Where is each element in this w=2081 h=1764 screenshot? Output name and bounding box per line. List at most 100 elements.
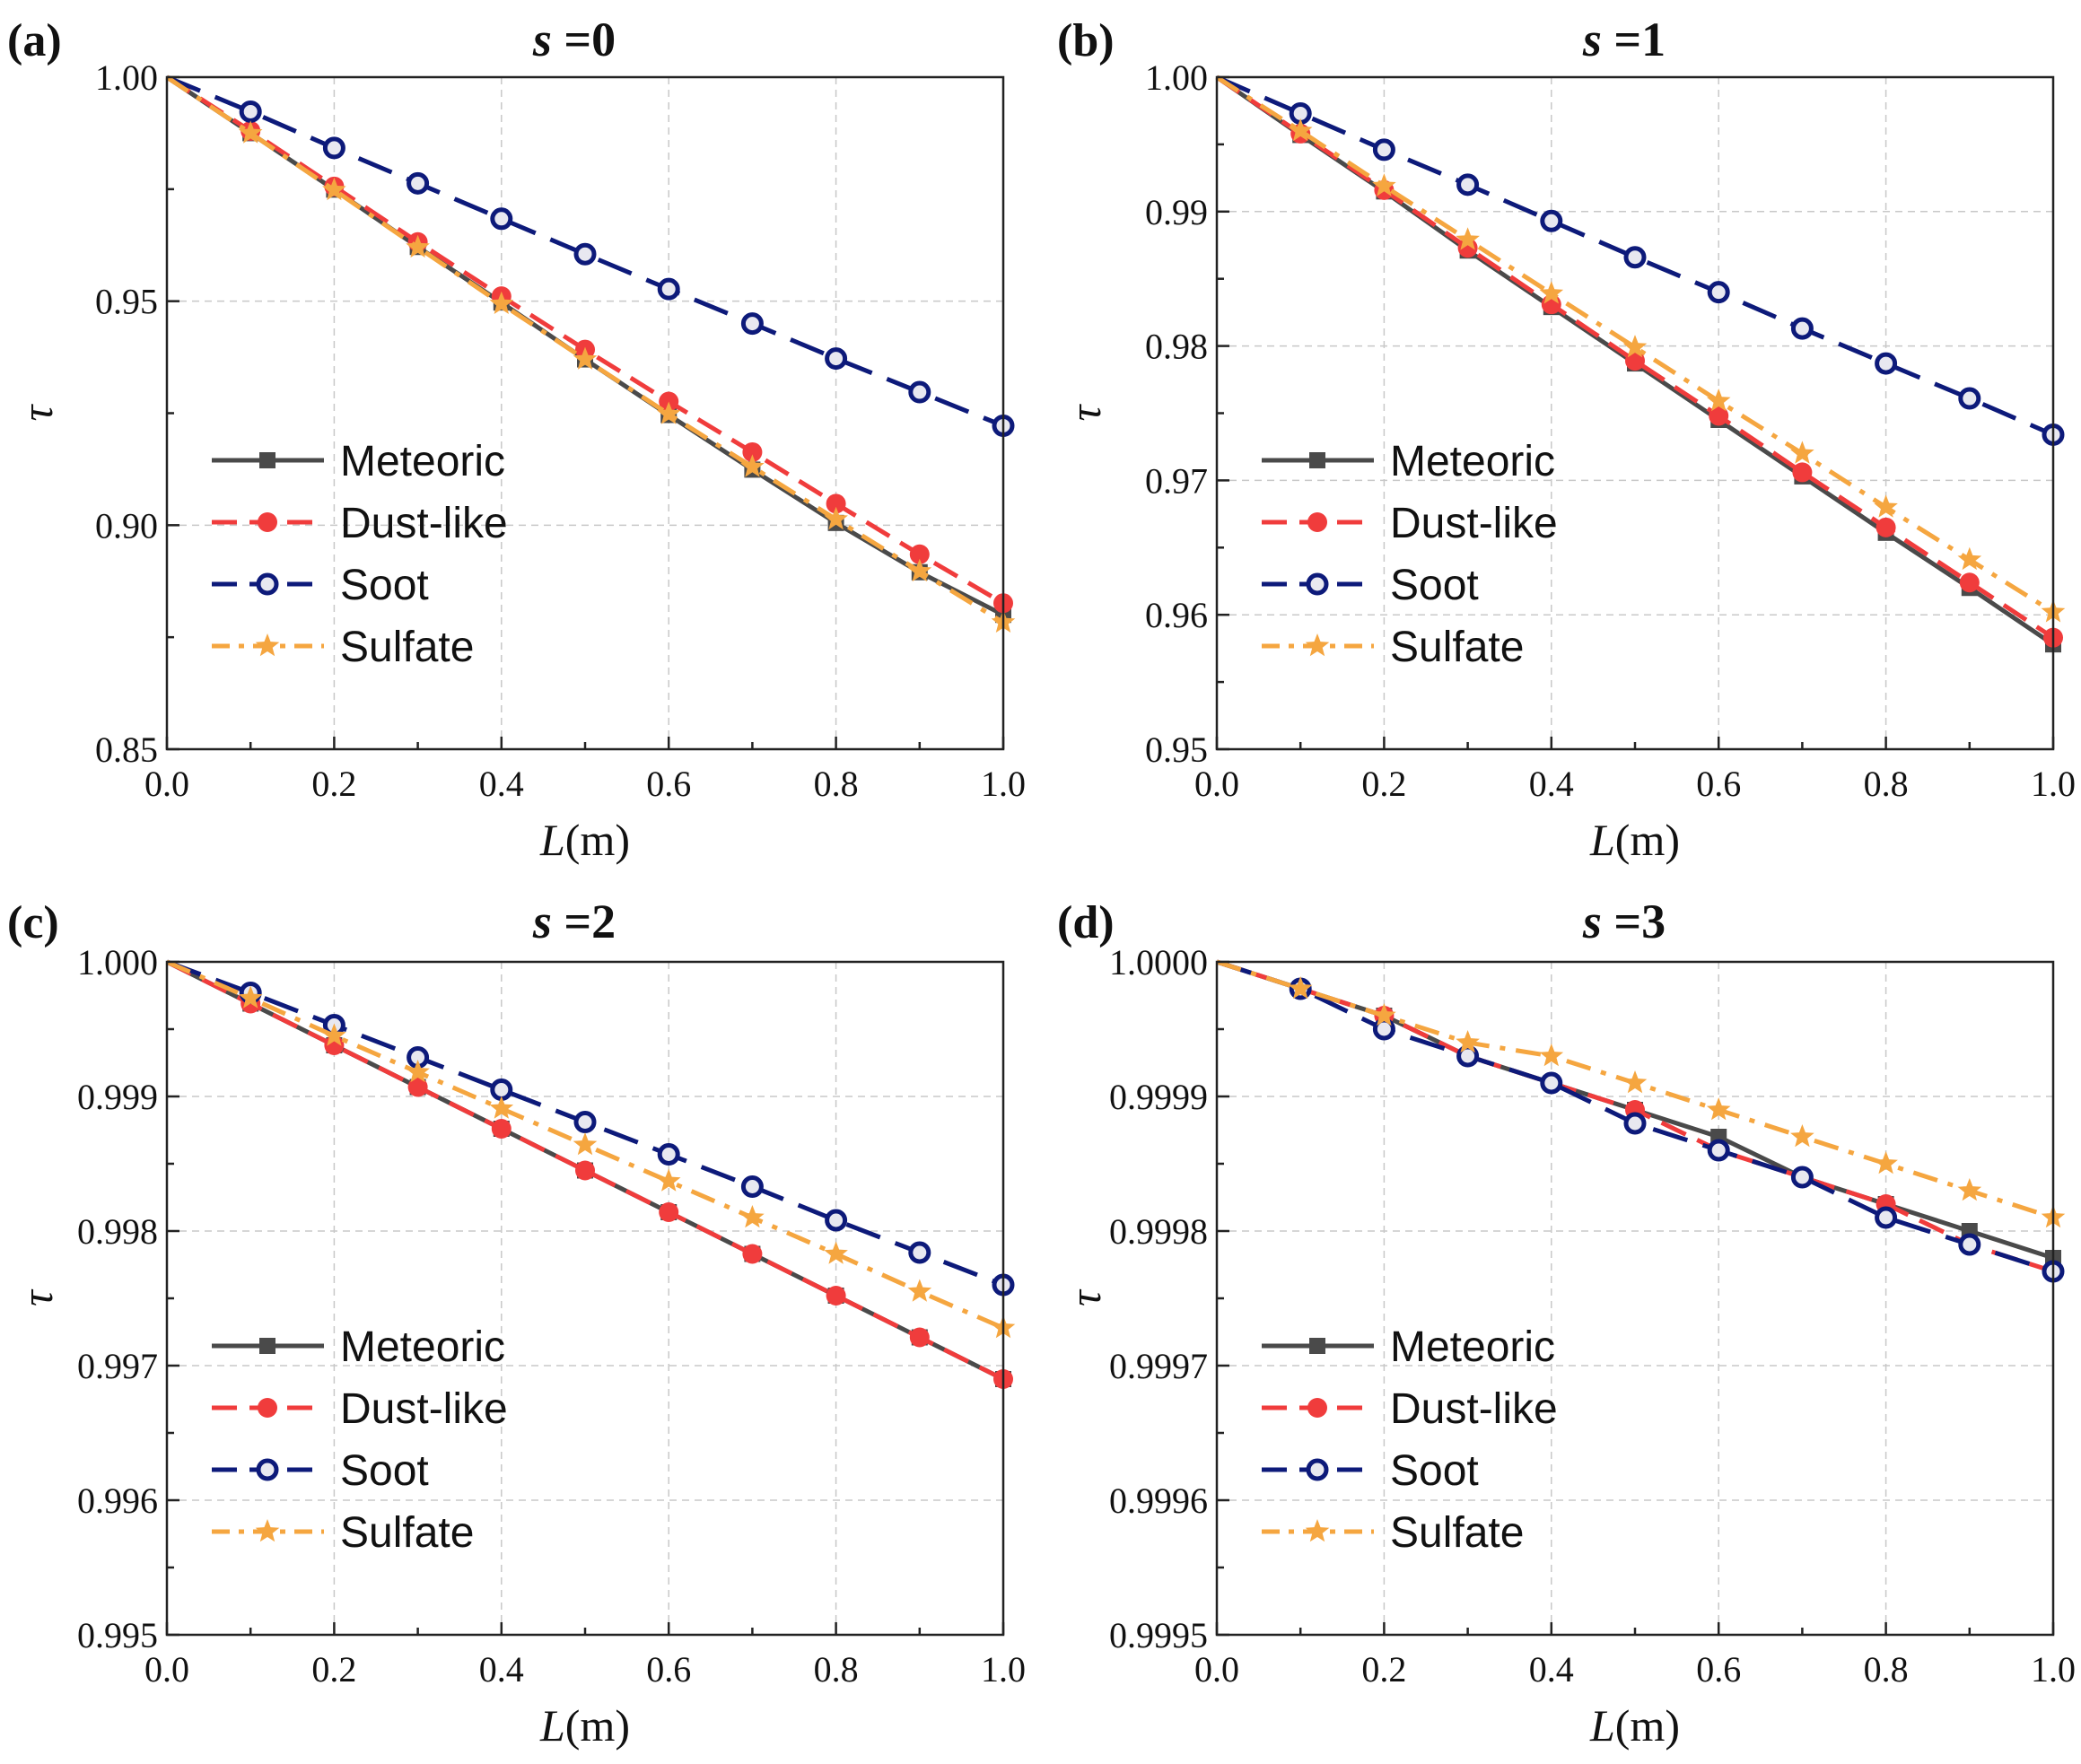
y-tick-label: 0.9995 — [1109, 1615, 1208, 1655]
data-point — [1874, 494, 1898, 518]
x-tick-label: 0.6 — [646, 764, 691, 804]
data-point — [825, 347, 848, 371]
data-point — [489, 1096, 514, 1119]
x-axis-title: L(m) — [539, 815, 630, 865]
data-point — [1957, 546, 1982, 571]
data-point — [1876, 517, 1896, 537]
x-tick-label: 0.4 — [479, 764, 524, 804]
series-sulfate — [165, 74, 1016, 633]
data-point — [1623, 1112, 1647, 1135]
x-tick-label: 1.0 — [981, 1649, 1026, 1690]
x-tick-label: 0.4 — [1529, 1649, 1574, 1690]
y-axis-title: τ — [1060, 1288, 1110, 1306]
legend-label: Sulfate — [1390, 624, 1524, 671]
legend-marker — [259, 1338, 275, 1354]
y-tick-label: 1.0000 — [1109, 942, 1208, 982]
data-point — [1372, 1003, 1396, 1026]
x-tick-label: 1.0 — [981, 764, 1026, 804]
data-point — [1456, 227, 1480, 250]
panel-title: s =1 — [1582, 13, 1666, 66]
y-tick-label: 0.9999 — [1109, 1077, 1208, 1117]
y-tick-label: 0.9998 — [1109, 1211, 1208, 1252]
y-tick-label: 0.85 — [95, 729, 158, 770]
data-point — [1623, 246, 1647, 269]
data-point — [1539, 1044, 1564, 1067]
data-point — [1622, 335, 1648, 358]
data-point — [573, 1111, 597, 1133]
data-point — [740, 454, 765, 477]
data-point — [1288, 976, 1313, 1000]
legend-label: Soot — [340, 1447, 429, 1495]
y-tick-label: 0.98 — [1145, 327, 1208, 367]
data-point — [657, 277, 680, 301]
data-point — [909, 1327, 930, 1348]
panel-tag: (b) — [1057, 15, 1115, 66]
x-axis-title: L(m) — [539, 1700, 630, 1751]
legend: Meteoric Dust-like Soot Sulfate — [1262, 1323, 1558, 1557]
legend-marker — [255, 633, 280, 657]
y-tick-label: 0.90 — [95, 505, 158, 546]
y-tick-label: 0.9996 — [1109, 1480, 1208, 1521]
legend-label: Sulfate — [340, 1509, 474, 1557]
y-tick-label: 1.00 — [95, 57, 158, 98]
data-point — [656, 1168, 681, 1192]
y-tick-label: 0.996 — [77, 1480, 158, 1521]
legend-marker — [1305, 633, 1330, 657]
legend-marker — [1307, 512, 1327, 532]
legend-marker — [258, 512, 277, 532]
data-point — [238, 120, 263, 144]
y-axis-title: τ — [1060, 403, 1110, 421]
data-point — [1958, 1233, 1981, 1256]
y-tick-label: 0.95 — [1145, 729, 1208, 770]
data-point — [239, 100, 262, 123]
data-point — [573, 346, 598, 370]
legend-label: Sulfate — [340, 624, 474, 671]
panel-tag: (d) — [1057, 897, 1115, 948]
plot-frame — [1215, 960, 2055, 1637]
panel-tag: (c) — [7, 897, 59, 948]
data-point — [322, 1023, 346, 1046]
x-tick-label: 0.6 — [1696, 1649, 1741, 1690]
data-point — [1706, 389, 1731, 412]
legend-label: Dust-like — [340, 500, 508, 547]
x-tick-label: 0.6 — [1696, 764, 1741, 804]
legend-label: Meteoric — [1390, 1323, 1555, 1371]
data-point — [1792, 462, 1813, 483]
data-point — [657, 1143, 680, 1166]
data-point — [740, 1205, 765, 1228]
plot-area — [1217, 77, 2053, 749]
legend-marker — [258, 1398, 277, 1418]
data-point — [1790, 1166, 1814, 1189]
data-point — [1288, 118, 1313, 142]
legend-label: Sulfate — [1390, 1509, 1524, 1557]
y-tick-label: 0.95 — [95, 282, 158, 322]
data-point — [908, 380, 931, 404]
data-point — [1959, 572, 1980, 593]
x-tick-label: 0.8 — [1864, 764, 1909, 804]
data-point — [1958, 387, 1981, 410]
data-point — [406, 234, 430, 258]
data-point — [1707, 281, 1730, 304]
data-point — [490, 207, 513, 231]
legend-marker — [256, 572, 279, 596]
series-soot — [166, 74, 1015, 437]
data-point — [1540, 1071, 1563, 1095]
panel-title: s =0 — [532, 13, 616, 66]
data-point — [1372, 138, 1395, 162]
data-point — [740, 1175, 764, 1198]
x-tick-label: 0.2 — [1361, 1649, 1406, 1690]
data-point — [908, 1241, 931, 1264]
x-tick-label: 0.6 — [646, 1649, 691, 1690]
data-point — [489, 291, 514, 314]
data-point — [825, 1209, 848, 1232]
plot-area — [1217, 962, 2053, 1635]
data-point — [1875, 1206, 1898, 1229]
x-tick-label: 0.2 — [311, 1649, 356, 1690]
legend-label: Soot — [1390, 1447, 1479, 1495]
x-tick-label: 0.0 — [144, 1649, 189, 1690]
legend-marker — [1306, 1458, 1329, 1481]
data-point — [407, 1077, 428, 1097]
legend-label: Dust-like — [1390, 500, 1558, 547]
legend-label: Meteoric — [340, 438, 505, 485]
